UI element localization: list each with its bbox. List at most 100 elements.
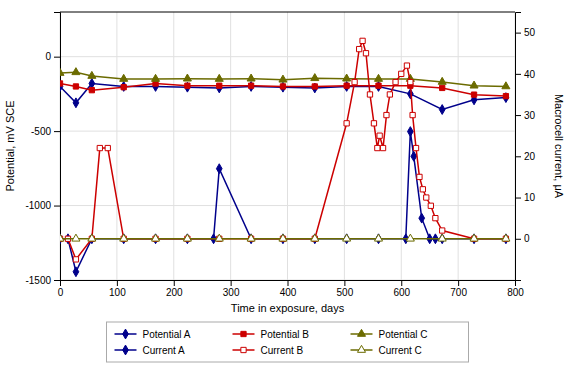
legend-marker [123, 329, 129, 339]
legend-marker [241, 331, 246, 336]
series-point [73, 267, 79, 277]
series-point [312, 84, 317, 89]
series-point [374, 74, 382, 81]
y2-axis: 0 10 20 30 40 50 [515, 13, 536, 281]
x-axis-tick-label: 500 [337, 287, 354, 298]
y2-axis-tick: 40 [515, 69, 536, 80]
series-point [312, 83, 318, 93]
series-line [60, 72, 506, 86]
series-point [374, 234, 382, 241]
series-point [413, 145, 418, 150]
series-point [344, 82, 350, 92]
y2-axis-tick-mark [515, 198, 521, 199]
x-axis-tick-mark [174, 280, 175, 286]
y-axis-tick: -1000 [25, 200, 60, 211]
series-point [185, 82, 191, 92]
y2-axis-tick-label: 10 [524, 192, 536, 203]
data-marks [60, 38, 510, 276]
series-point [344, 83, 349, 88]
x-axis-tick: 0 [58, 280, 64, 298]
series-point [97, 145, 102, 150]
series-point [438, 234, 446, 241]
y2-axis-tick-mark [515, 239, 521, 240]
series-point [470, 81, 478, 88]
series [60, 38, 509, 262]
legend-item: Potential A [115, 329, 191, 340]
y2-axis-tick-mark [515, 74, 521, 75]
series-point [248, 82, 254, 92]
x-axis-tick-mark [117, 280, 118, 286]
series-point [215, 74, 223, 81]
series-line [60, 41, 506, 260]
y2-axis-tick: 0 [515, 233, 530, 244]
series-point [393, 79, 398, 84]
series-point [89, 79, 95, 89]
x-axis-tick: 800 [507, 280, 524, 298]
series-point [280, 82, 286, 92]
series-point [73, 98, 79, 108]
series-point [279, 75, 287, 82]
x-axis-tick-mark [401, 280, 402, 286]
y2-axis-tick: 50 [515, 27, 536, 38]
chart: 0100200300400500600700800-1500-1000-5000… [0, 0, 571, 366]
grid-line-x [287, 12, 288, 280]
x-axis-tick: 200 [166, 280, 183, 298]
y2-axis-tick-mark [515, 115, 521, 116]
grid [60, 12, 515, 280]
series-point [247, 74, 255, 81]
y2-axis-tick-label: 20 [524, 151, 536, 162]
x-axis-tick: 600 [393, 280, 410, 298]
legend-label: Current C [379, 345, 422, 356]
grid-line-x [230, 12, 231, 280]
series-point [311, 74, 319, 81]
series-point [387, 92, 392, 97]
y2-axis-tick-mark [515, 33, 521, 34]
series-point [248, 83, 253, 88]
series-line [60, 132, 506, 272]
series-point [72, 68, 80, 75]
y-axis-tick-mark [54, 57, 60, 58]
series-point [279, 234, 287, 241]
legend-item: Current B [233, 345, 304, 356]
grid-line-y [60, 56, 515, 57]
grid-line-x [458, 12, 459, 280]
x-axis-tick-label: 600 [393, 287, 410, 298]
series-point [121, 82, 127, 92]
series-point [503, 93, 509, 103]
series-point [357, 46, 362, 51]
series-point [183, 234, 191, 241]
series-point [60, 82, 63, 92]
y2-axis-tick: 30 [515, 110, 536, 121]
series-point [380, 145, 385, 150]
y-axis: -1500-1000-5000 [25, 13, 60, 286]
y-axis-line [54, 13, 61, 281]
series-point [72, 234, 80, 241]
series-point [502, 234, 510, 241]
series-point [375, 145, 380, 150]
series-point [371, 121, 376, 126]
legend-marker [357, 329, 365, 336]
x-axis-tick-mark [288, 280, 289, 286]
series-point [411, 151, 417, 161]
series [60, 127, 509, 277]
series-point [503, 93, 508, 98]
series [60, 68, 510, 89]
series-point [440, 85, 445, 90]
legend: Potential APotential BPotential CCurrent… [107, 322, 469, 362]
series-point [216, 83, 222, 93]
series-point [376, 82, 382, 92]
x-axis-tick-label: 400 [280, 287, 297, 298]
series-point [185, 83, 190, 88]
series-point [408, 79, 413, 84]
series-point [152, 234, 160, 241]
legend-item: Potential C [351, 329, 428, 340]
series [60, 234, 510, 241]
series-point [120, 74, 128, 81]
y2-axis-tick: 20 [515, 151, 536, 162]
series-point [417, 174, 422, 179]
y-axis-tick: -500 [31, 126, 60, 137]
series-point [410, 112, 415, 117]
y2-axis-tick-label: 50 [524, 27, 536, 38]
series-line [60, 83, 506, 96]
y2-axis-line [516, 13, 522, 281]
